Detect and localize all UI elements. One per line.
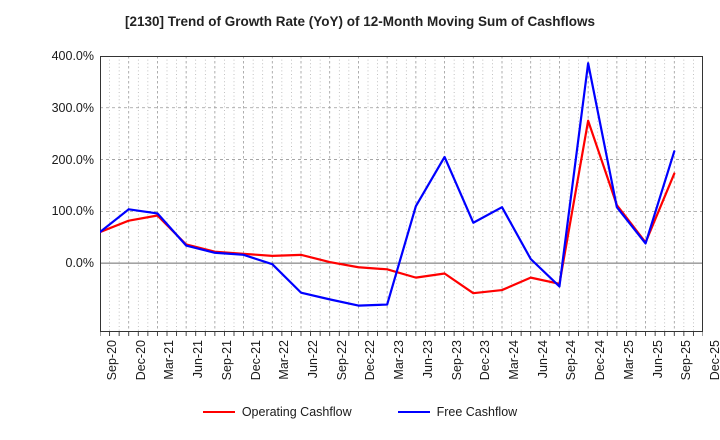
y-tick-label: 400.0% [51, 49, 94, 63]
x-tick-label: Sep-25 [679, 340, 694, 381]
x-tick-label: Jun-24 [535, 340, 550, 379]
series-line-2 [100, 62, 676, 307]
page-title: [2130] Trend of Growth Rate (YoY) of 12-… [124, 14, 595, 29]
legend-item[interactable]: Operating Cashflow [202, 405, 352, 419]
x-tick-label: Sep-20 [105, 340, 119, 381]
x-tick-label: Dec-24 [593, 340, 608, 381]
x-tick-label: Sep-22 [334, 340, 349, 381]
y-tick-label: 100.0% [51, 204, 94, 219]
y-tick-label: 300.0% [51, 100, 94, 115]
x-tick-label: Mar-22 [277, 340, 292, 380]
x-tick-label: Dec-23 [478, 340, 493, 381]
y-axis: 400.0% 300.0% 200.0% 100.0% 0.0% [28, 49, 95, 332]
x-tick-label: Jun-23 [420, 340, 435, 379]
chart-legend: Operating Cashflow Free Cashflow [0, 405, 720, 419]
x-tick-label: Jun-22 [306, 340, 320, 379]
x-tick-label: Jun-25 [650, 340, 665, 379]
x-tick-label: Mar-24 [507, 340, 521, 380]
x-tick-label: Dec-21 [248, 340, 263, 381]
x-tick-label: Dec-25 [708, 340, 720, 381]
legend-line-icon [397, 411, 430, 413]
y-tick-label: 200.0% [51, 152, 94, 167]
y-tick-label: 0.0% [65, 256, 95, 271]
plot-area [100, 56, 703, 336]
x-tick-label: Sep-21 [219, 340, 234, 381]
x-tick-label: Dec-22 [363, 340, 378, 381]
x-tick-label: Mar-23 [392, 340, 407, 380]
legend-line-icon [202, 411, 235, 413]
legend-label: Operating Cashflow [241, 405, 352, 419]
legend-label: Free Cashflow [436, 405, 518, 419]
x-tick-label: Mar-21 [162, 340, 177, 380]
x-axis: Sep-20 Dec-20 Mar-21 Jun-21 Sep-21 Dec-21 Mar-… [100, 336, 720, 400]
x-tick-label: Jun-21 [191, 340, 206, 379]
x-tick-label: Sep-24 [564, 340, 579, 381]
legend-item[interactable]: Free Cashflow [397, 405, 518, 419]
plot-border [100, 56, 703, 332]
x-tick-label: Sep-23 [449, 340, 464, 381]
plot-svg [100, 56, 703, 336]
x-tick-label: Dec-20 [133, 340, 148, 381]
x-tick-label: Mar-25 [621, 340, 636, 380]
